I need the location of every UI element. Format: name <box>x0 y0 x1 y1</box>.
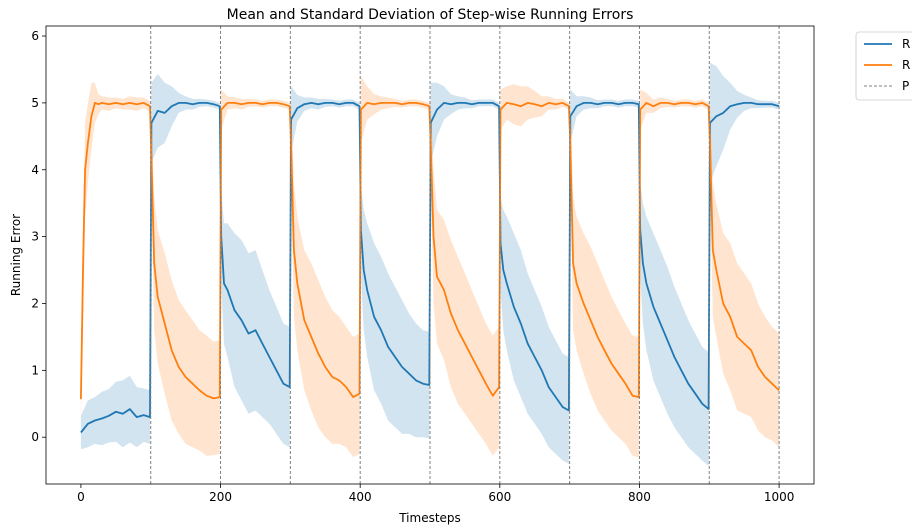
plot-area <box>80 26 780 484</box>
x-tick-label: 200 <box>209 490 232 504</box>
y-tick-label: 5 <box>31 96 39 110</box>
y-axis-label: Running Error <box>9 214 23 296</box>
series-line-orange <box>80 102 780 400</box>
y-tick-label: 3 <box>31 230 39 244</box>
y-tick-label: 2 <box>31 296 39 310</box>
y-tick-label: 4 <box>31 163 39 177</box>
x-axis-label: Timesteps <box>398 511 461 525</box>
x-tick-label: 600 <box>488 490 511 504</box>
x-tick-label: 0 <box>77 490 85 504</box>
legend-label-2: R <box>902 58 910 72</box>
y-tick-label: 6 <box>31 29 39 43</box>
chart-title: Mean and Standard Deviation of Step-wise… <box>227 7 634 23</box>
x-tick-label: 400 <box>349 490 372 504</box>
std-band-orange <box>80 76 780 458</box>
x-tick-label: 800 <box>628 490 651 504</box>
axis-ticks: 0 200 400 600 800 1000 0 1 2 3 4 5 6 <box>31 29 794 504</box>
legend-label-3: P <box>902 79 909 93</box>
y-tick-label: 0 <box>31 430 39 444</box>
y-tick-label: 1 <box>31 363 39 377</box>
x-tick-label: 1000 <box>764 490 795 504</box>
axes-frame <box>45 25 815 485</box>
legend-label-1: R <box>902 37 910 51</box>
legend: R R P <box>855 31 912 101</box>
legend-box <box>855 31 912 101</box>
